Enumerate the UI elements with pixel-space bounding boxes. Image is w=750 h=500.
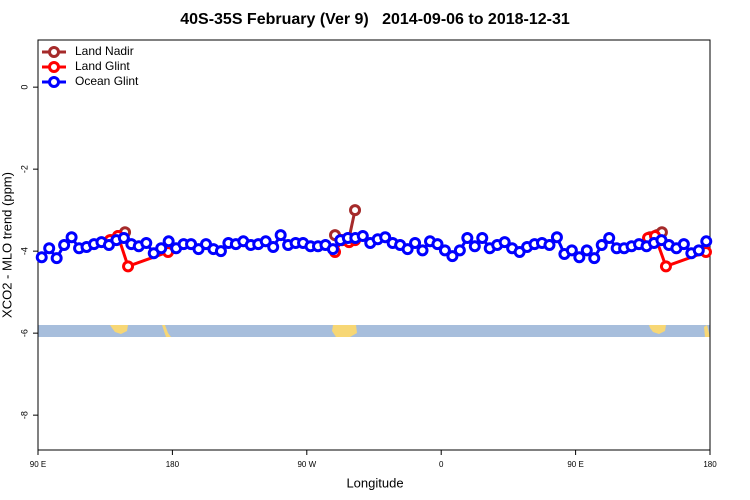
- land: [649, 325, 666, 334]
- point: [431, 238, 444, 251]
- point: [35, 251, 48, 264]
- point: [498, 236, 511, 249]
- point: [259, 235, 272, 248]
- point: [543, 239, 556, 251]
- x-tick-label: 90 E: [30, 460, 46, 469]
- point: [140, 236, 153, 249]
- point: [409, 236, 422, 249]
- legend-marker: [48, 46, 60, 58]
- point: [446, 250, 459, 263]
- point: [476, 232, 489, 245]
- land: [162, 325, 171, 337]
- point: [550, 231, 563, 244]
- point: [326, 243, 339, 256]
- x-tick-label: 180: [703, 460, 717, 469]
- point: [453, 244, 466, 257]
- point: [659, 260, 672, 273]
- map-strip: [38, 325, 710, 337]
- y-tick-label: -4: [19, 247, 29, 255]
- legend-marker: [48, 61, 60, 73]
- land: [332, 325, 357, 337]
- point: [565, 244, 578, 257]
- legend-label: Ocean Glint: [75, 74, 139, 88]
- point: [603, 232, 616, 245]
- y-tick-label: 0: [19, 85, 29, 90]
- point: [401, 243, 414, 256]
- x-tick-label: 0: [439, 460, 444, 469]
- point: [214, 245, 227, 258]
- point: [155, 242, 168, 255]
- y-axis-label: XCO2 - MLO trend (ppm): [0, 172, 14, 318]
- point: [692, 244, 705, 257]
- point: [43, 242, 56, 255]
- point: [274, 229, 287, 242]
- x-axis-label: Longitude: [346, 475, 403, 490]
- point: [461, 232, 474, 245]
- point: [58, 239, 71, 251]
- point: [117, 232, 130, 245]
- legend-label: Land Nadir: [75, 44, 134, 58]
- x-tick-label: 90 W: [297, 460, 316, 469]
- point: [416, 244, 429, 257]
- point: [122, 260, 135, 273]
- point: [573, 251, 586, 264]
- point: [50, 252, 63, 265]
- point: [356, 229, 369, 242]
- point: [588, 252, 601, 265]
- x-tick-label: 180: [166, 460, 180, 469]
- y-tick-label: -2: [19, 165, 29, 173]
- point: [65, 231, 78, 244]
- chart-title: 40S-35S February (Ver 9) 2014-09-06 to 2…: [180, 11, 570, 28]
- land: [110, 325, 128, 334]
- legend-marker: [48, 76, 60, 88]
- point: [580, 244, 593, 257]
- legend-label: Land Glint: [75, 59, 130, 73]
- x-tick-label: 90 E: [567, 460, 583, 469]
- point: [468, 240, 481, 253]
- point: [349, 204, 362, 217]
- land: [704, 325, 710, 337]
- point: [267, 241, 280, 254]
- point: [595, 239, 608, 251]
- point: [162, 235, 175, 248]
- point: [677, 238, 690, 251]
- y-tick-label: -8: [19, 411, 29, 419]
- point: [379, 231, 392, 244]
- point: [438, 244, 451, 257]
- y-tick-label: -6: [19, 329, 29, 337]
- point: [700, 235, 713, 248]
